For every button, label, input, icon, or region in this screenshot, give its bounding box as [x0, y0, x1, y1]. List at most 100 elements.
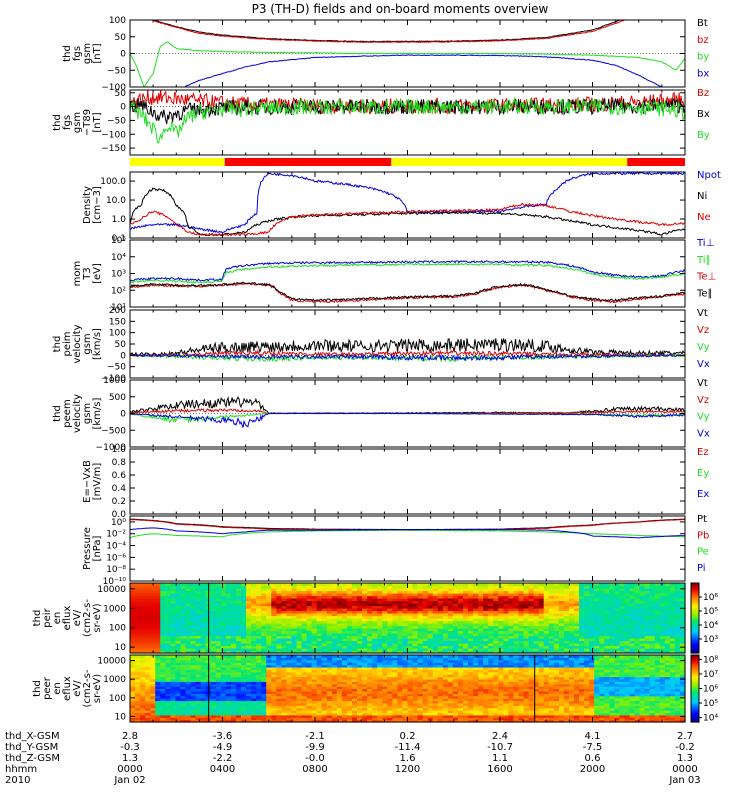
- spectrogram-cell: [558, 588, 565, 592]
- spectrogram-cell: [175, 600, 182, 604]
- spectrogram-cell: [649, 613, 656, 617]
- spectrogram-cell: [528, 593, 535, 597]
- spectrogram-cell: [130, 603, 136, 607]
- spectrogram-cell: [452, 650, 459, 654]
- spectrogram-cell: [659, 648, 666, 652]
- spectrogram-cell: [321, 605, 328, 609]
- spectrogram-cell: [286, 655, 293, 658]
- spectrogram-cell: [276, 583, 282, 587]
- spectrogram-cell: [215, 702, 222, 706]
- spectrogram-cell: [185, 702, 192, 706]
- spectrogram-cell: [463, 590, 469, 594]
- spectrogram-cell: [452, 628, 459, 632]
- spectrogram-cell: [624, 588, 631, 592]
- spectrogram-cell: [135, 590, 141, 594]
- spectrogram-cell: [130, 638, 136, 642]
- spectrogram-cell: [155, 655, 161, 658]
- spectrogram-cell: [170, 648, 177, 652]
- spectrogram-cell: [432, 628, 439, 632]
- spectrogram-cell: [185, 613, 192, 617]
- colorbar-cell: [691, 583, 699, 586]
- spectrogram-cell: [326, 671, 333, 675]
- spectrogram-cell: [195, 659, 202, 663]
- spectrogram-cell: [579, 583, 585, 587]
- spectrogram-cell: [382, 593, 388, 597]
- spectrogram-cell: [135, 608, 141, 612]
- spectrogram-cell: [195, 688, 202, 692]
- spectrogram-cell: [210, 690, 217, 694]
- spectrogram-cell: [341, 613, 348, 617]
- spectrogram-cell: [452, 633, 459, 637]
- spectrogram-cell: [563, 600, 570, 604]
- spectrogram-cell: [241, 628, 247, 632]
- spectrogram-cell: [679, 640, 686, 644]
- spectrogram-cell: [397, 585, 404, 589]
- spectrogram-cell: [523, 638, 530, 642]
- spectrogram-cell: [266, 625, 272, 629]
- spectrogram-cell: [503, 590, 510, 594]
- spectrogram-cell: [241, 695, 247, 699]
- spectrogram-cell: [220, 593, 227, 597]
- spectrogram-cell: [513, 605, 520, 609]
- spectrogram-cell: [402, 638, 409, 642]
- spectrogram-cell: [291, 683, 298, 687]
- spectrogram-cell: [241, 593, 247, 597]
- spectrogram-cell: [261, 717, 267, 721]
- spectrogram-cell: [528, 610, 535, 614]
- colorbar-cell: [691, 633, 699, 637]
- spectrogram-cell: [266, 695, 272, 699]
- spectrogram-cell: [392, 628, 399, 632]
- spectrogram-cell: [256, 623, 262, 627]
- colorbar-cell: [691, 614, 699, 617]
- spectrogram-cell: [291, 585, 298, 589]
- spectrogram-cell: [301, 595, 308, 599]
- ylabel-line: gsm: [82, 333, 93, 354]
- spectrogram-cell: [140, 593, 146, 597]
- spectrogram-cell: [674, 603, 681, 607]
- spectrogram-cell: [412, 618, 419, 622]
- spectrogram-cell: [220, 610, 227, 614]
- spectrogram-cell: [180, 657, 187, 661]
- spectrogram-cell: [311, 690, 318, 694]
- spectrogram-cell: [261, 593, 267, 597]
- spectrogram-cell: [311, 650, 318, 654]
- spectrogram-cell: [533, 625, 540, 629]
- spectrogram-cell: [220, 712, 227, 716]
- spectrogram-cell: [579, 610, 585, 614]
- spectrogram-cell: [225, 690, 232, 694]
- spectrogram-cell: [230, 598, 237, 602]
- spectrogram-cell: [523, 650, 530, 654]
- spectrogram-cell: [478, 643, 484, 647]
- spectrogram-cell: [609, 595, 615, 599]
- spectrogram-cell: [377, 600, 383, 604]
- spectrogram-cell: [417, 623, 424, 627]
- spectrogram-cell: [296, 585, 303, 589]
- spectrogram-cell: [301, 615, 308, 619]
- spectrogram-cell: [346, 600, 353, 604]
- spectrogram-cell: [150, 671, 156, 675]
- spectrogram-cell: [372, 615, 378, 619]
- spectrogram-cell: [311, 595, 318, 599]
- spectrogram-cell: [241, 693, 247, 697]
- spectrogram-cell: [215, 707, 222, 711]
- spectrogram-cell: [503, 608, 510, 612]
- spectrogram-cell: [563, 585, 570, 589]
- spectrogram-cell: [669, 625, 676, 629]
- spectrogram-cell: [235, 643, 242, 647]
- spectrogram-cell: [447, 615, 454, 619]
- ytick-label: 100: [109, 16, 126, 26]
- ytick-label: 0.0: [112, 510, 127, 520]
- spectrogram-cell: [306, 707, 313, 711]
- spectrogram-cell: [473, 603, 479, 607]
- spectrogram-cell: [604, 643, 610, 647]
- spectrogram-cell: [377, 595, 383, 599]
- spectrogram-cell: [281, 710, 288, 714]
- spectrogram-cell: [271, 628, 277, 632]
- spectrogram-cell: [200, 676, 207, 680]
- spectrogram-cell: [130, 698, 136, 702]
- spectrogram-cell: [382, 600, 388, 604]
- spectrogram-cell: [276, 717, 282, 721]
- spectrogram-cell: [402, 633, 409, 637]
- spectrogram-cell: [346, 635, 353, 639]
- spectrogram-cell: [427, 598, 434, 602]
